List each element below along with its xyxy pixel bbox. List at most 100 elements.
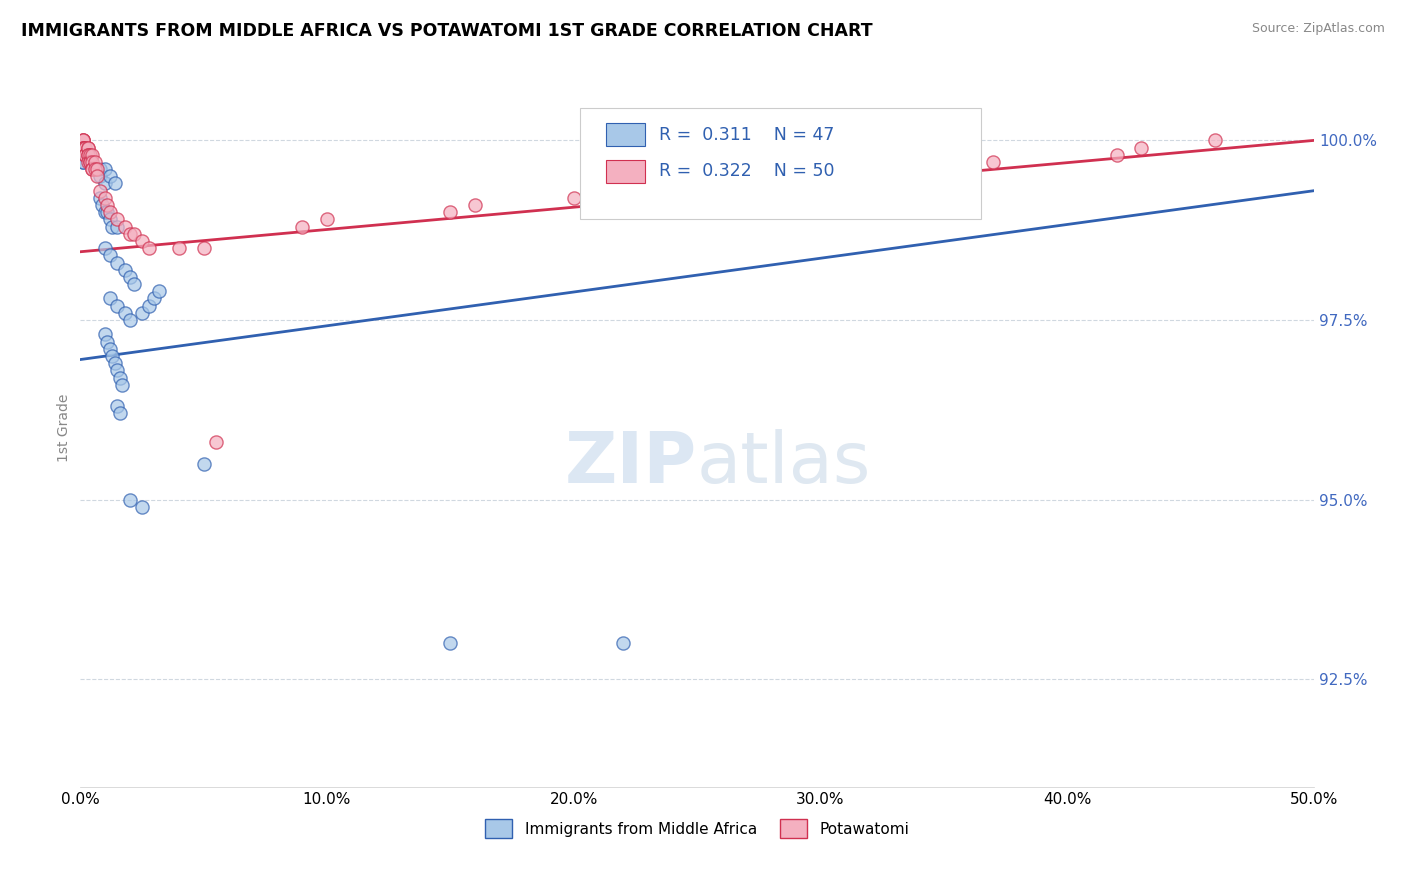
Point bbox=[98, 169, 121, 184]
Point bbox=[86, 162, 108, 177]
Point bbox=[96, 205, 118, 219]
Point bbox=[96, 198, 118, 212]
Point bbox=[75, 140, 97, 154]
Point bbox=[89, 162, 111, 177]
Point bbox=[76, 147, 98, 161]
Point bbox=[105, 363, 128, 377]
Point bbox=[94, 191, 117, 205]
Point bbox=[94, 177, 117, 191]
Legend: Immigrants from Middle Africa, Potawatomi: Immigrants from Middle Africa, Potawatom… bbox=[479, 814, 915, 844]
Point bbox=[72, 155, 94, 169]
Point bbox=[72, 140, 94, 154]
Point bbox=[72, 155, 94, 169]
Point bbox=[72, 140, 94, 154]
Text: R =  0.322    N = 50: R = 0.322 N = 50 bbox=[659, 162, 834, 180]
Point bbox=[98, 248, 121, 262]
Point bbox=[72, 147, 94, 161]
Point bbox=[72, 140, 94, 154]
Point bbox=[785, 177, 807, 191]
Point bbox=[118, 492, 141, 507]
Point bbox=[205, 435, 228, 450]
FancyBboxPatch shape bbox=[579, 108, 981, 219]
Point bbox=[86, 169, 108, 184]
Point bbox=[108, 370, 131, 384]
Point bbox=[981, 155, 1004, 169]
Point bbox=[98, 292, 121, 306]
Point bbox=[439, 636, 461, 650]
Point bbox=[79, 147, 101, 161]
Point bbox=[316, 212, 339, 227]
Point bbox=[89, 169, 111, 184]
Point bbox=[79, 155, 101, 169]
Point bbox=[111, 377, 134, 392]
Text: R =  0.311    N = 47: R = 0.311 N = 47 bbox=[659, 126, 834, 144]
Point bbox=[131, 234, 153, 248]
Point bbox=[76, 147, 98, 161]
Point bbox=[72, 140, 94, 154]
Point bbox=[89, 191, 111, 205]
Point bbox=[75, 140, 97, 154]
Point bbox=[84, 162, 107, 177]
Point bbox=[82, 147, 104, 161]
Point bbox=[193, 457, 215, 471]
Point bbox=[834, 169, 856, 184]
Point bbox=[75, 147, 97, 161]
Text: IMMIGRANTS FROM MIDDLE AFRICA VS POTAWATOMI 1ST GRADE CORRELATION CHART: IMMIGRANTS FROM MIDDLE AFRICA VS POTAWAT… bbox=[21, 22, 873, 40]
Point bbox=[193, 241, 215, 255]
Point bbox=[124, 277, 146, 292]
Point bbox=[98, 212, 121, 227]
Point bbox=[72, 133, 94, 147]
Point bbox=[291, 219, 314, 234]
Point bbox=[114, 262, 136, 277]
FancyBboxPatch shape bbox=[606, 160, 645, 183]
Point bbox=[72, 140, 94, 154]
Point bbox=[1130, 140, 1153, 154]
Point bbox=[464, 198, 486, 212]
Point bbox=[124, 227, 146, 241]
Text: Source: ZipAtlas.com: Source: ZipAtlas.com bbox=[1251, 22, 1385, 36]
Point bbox=[72, 133, 94, 147]
Point bbox=[84, 155, 107, 169]
Point bbox=[1204, 133, 1226, 147]
Point bbox=[98, 342, 121, 356]
Point bbox=[118, 313, 141, 327]
Point bbox=[105, 212, 128, 227]
Point bbox=[105, 399, 128, 413]
Point bbox=[131, 500, 153, 514]
Point bbox=[89, 184, 111, 198]
Point bbox=[118, 227, 141, 241]
Point bbox=[94, 327, 117, 342]
Point bbox=[114, 219, 136, 234]
Point bbox=[562, 191, 585, 205]
Point bbox=[101, 349, 124, 363]
Point bbox=[79, 155, 101, 169]
Point bbox=[94, 205, 117, 219]
Point bbox=[72, 140, 94, 154]
Point bbox=[82, 162, 104, 177]
Point bbox=[82, 155, 104, 169]
Point bbox=[105, 255, 128, 269]
Point bbox=[104, 356, 127, 370]
Point bbox=[72, 147, 94, 161]
Point bbox=[143, 292, 166, 306]
Point bbox=[76, 155, 98, 169]
Point bbox=[932, 162, 955, 177]
Point bbox=[105, 299, 128, 313]
Point bbox=[98, 205, 121, 219]
Point bbox=[148, 285, 170, 299]
Point bbox=[612, 636, 634, 650]
Point bbox=[76, 140, 98, 154]
Point bbox=[104, 177, 127, 191]
Point bbox=[75, 147, 97, 161]
Point bbox=[138, 241, 160, 255]
Point bbox=[167, 241, 190, 255]
FancyBboxPatch shape bbox=[606, 123, 645, 146]
Point bbox=[138, 299, 160, 313]
Point bbox=[76, 140, 98, 154]
Point bbox=[131, 306, 153, 320]
Point bbox=[108, 407, 131, 421]
Point bbox=[101, 219, 124, 234]
Point bbox=[637, 184, 659, 198]
Text: ZIP: ZIP bbox=[565, 429, 697, 499]
Point bbox=[91, 198, 114, 212]
